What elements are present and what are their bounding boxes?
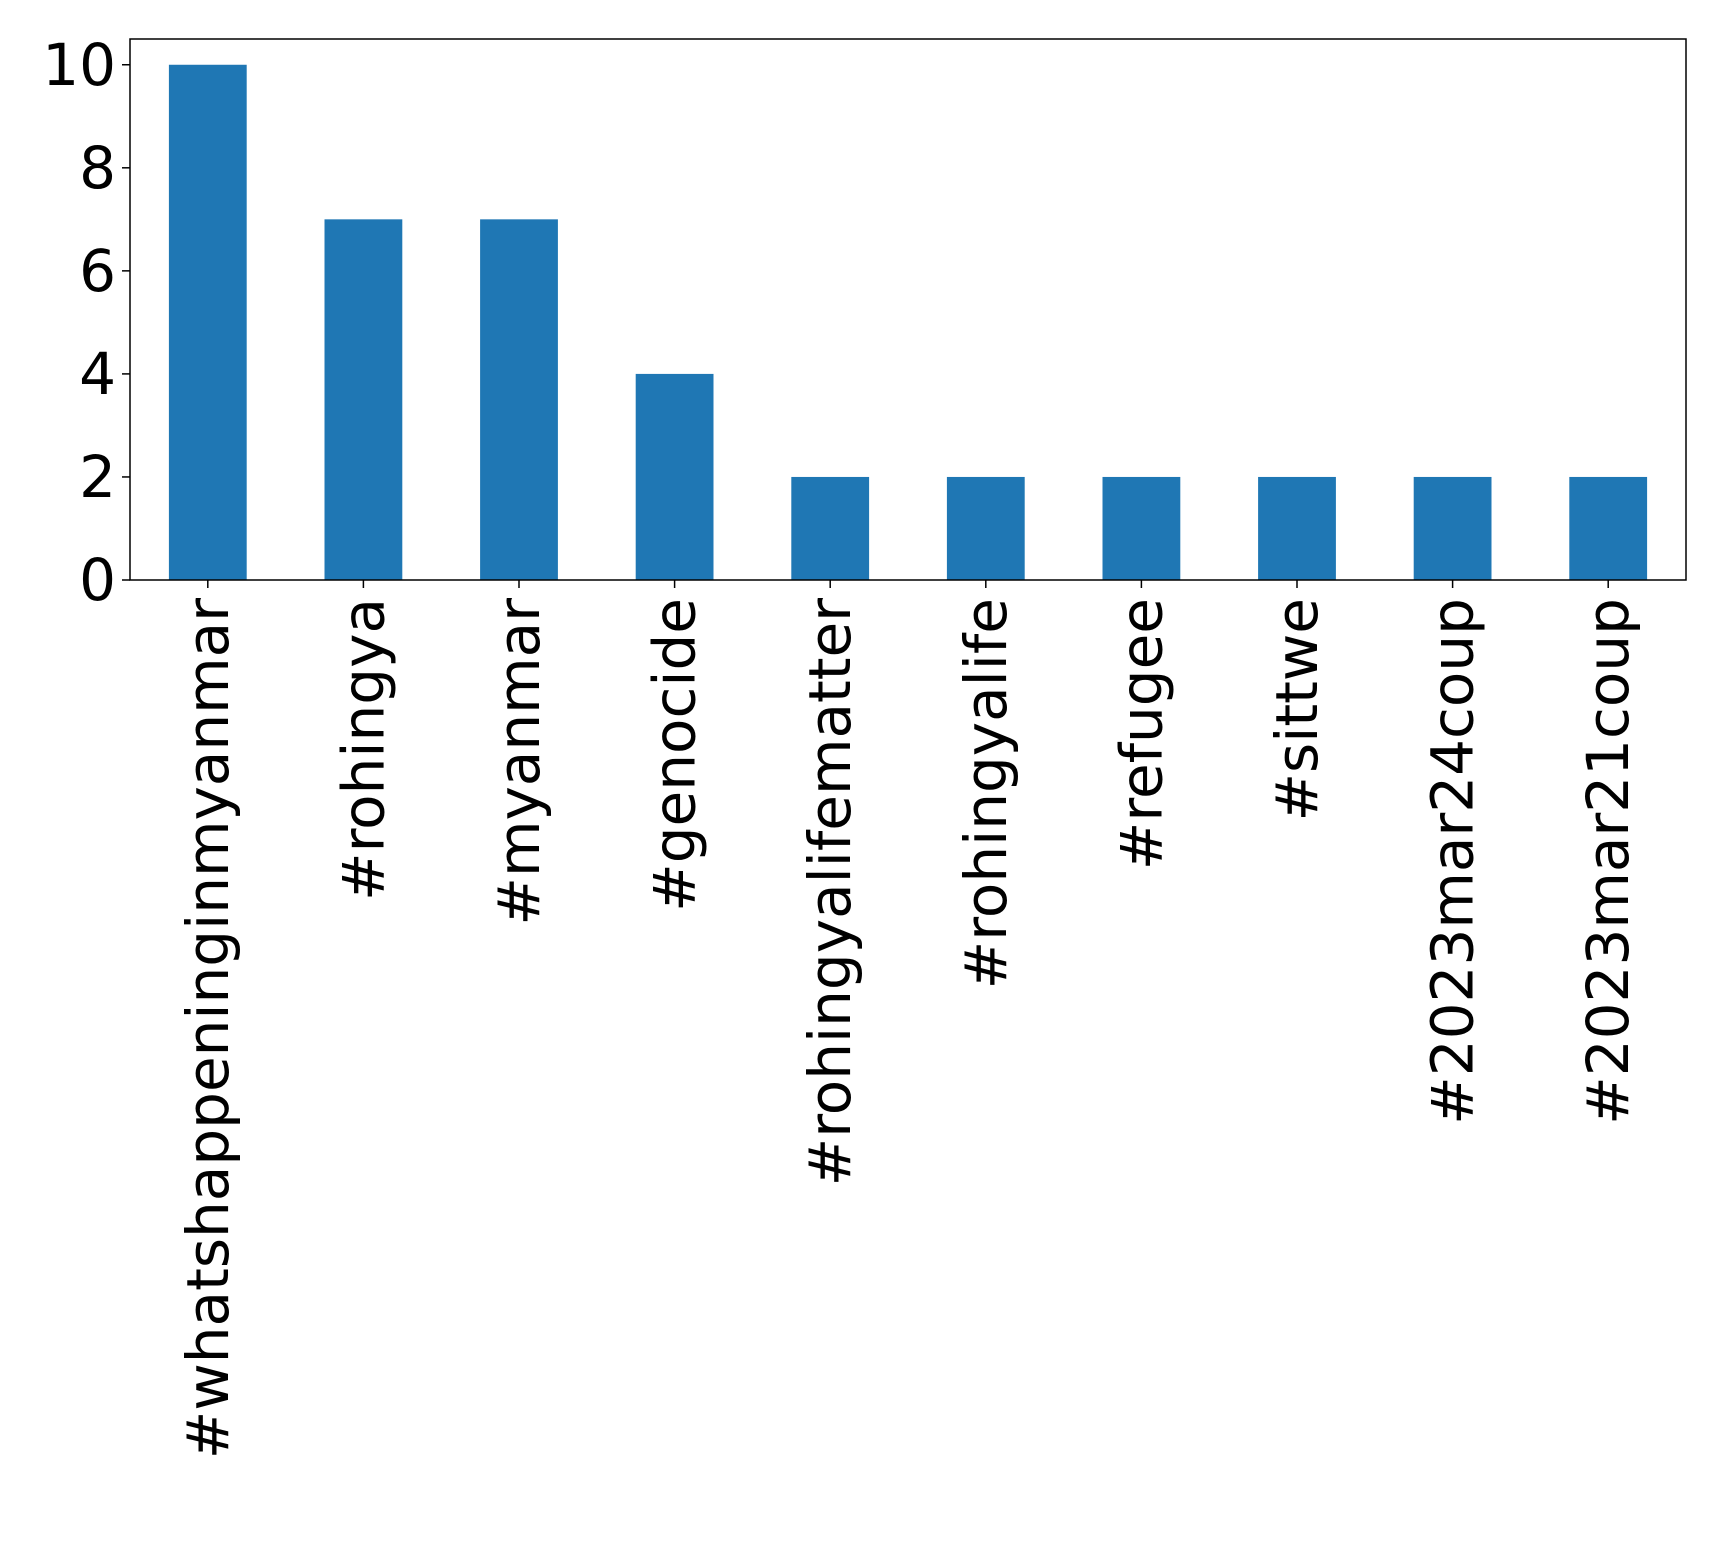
bar-whatshappeninginmyanmar: [168, 64, 247, 580]
bar-2023mar21coup: [1569, 476, 1648, 580]
bar-2023mar24coup: [1413, 476, 1492, 580]
y-tick-label: 8: [79, 134, 116, 202]
bar-rohingya: [324, 219, 403, 581]
bar-rohingyalife: [946, 476, 1025, 580]
bar-refugee: [1102, 476, 1181, 580]
y-axis: 0 2 4 6 8 10: [42, 31, 130, 614]
bar-sittwe: [1258, 476, 1336, 580]
x-tick-label: #rohingyalife: [952, 598, 1020, 989]
y-tick-label: 6: [79, 237, 116, 305]
bar-myanmar: [480, 219, 558, 581]
bar-genocide: [635, 373, 714, 580]
x-tick-label: #sittwe: [1263, 598, 1331, 822]
x-axis: #whatshappeninginmyanmar #rohingya #myanma…: [174, 580, 1642, 1459]
x-tick-label: #2023mar24coup: [1419, 598, 1487, 1125]
x-tick-label: #genocide: [641, 598, 709, 912]
y-tick-label: 2: [79, 443, 116, 511]
y-tick-label: 10: [42, 31, 116, 99]
bars-group: [168, 64, 1648, 581]
x-tick-label: #whatshappeninginmyanmar: [174, 598, 242, 1459]
x-tick-label: #myanmar: [485, 598, 553, 926]
x-tick-label: #refugee: [1107, 598, 1175, 870]
plot-frame: [129, 38, 1687, 581]
x-tick-label: #rohingyalifematter: [796, 598, 864, 1187]
y-tick-label: 4: [79, 340, 116, 408]
bar-rohingyalifematter: [791, 476, 870, 580]
x-tick-label: #rohingya: [329, 598, 397, 901]
y-tick-label: 0: [79, 546, 116, 614]
x-tick-label: #2023mar21coup: [1574, 598, 1642, 1125]
